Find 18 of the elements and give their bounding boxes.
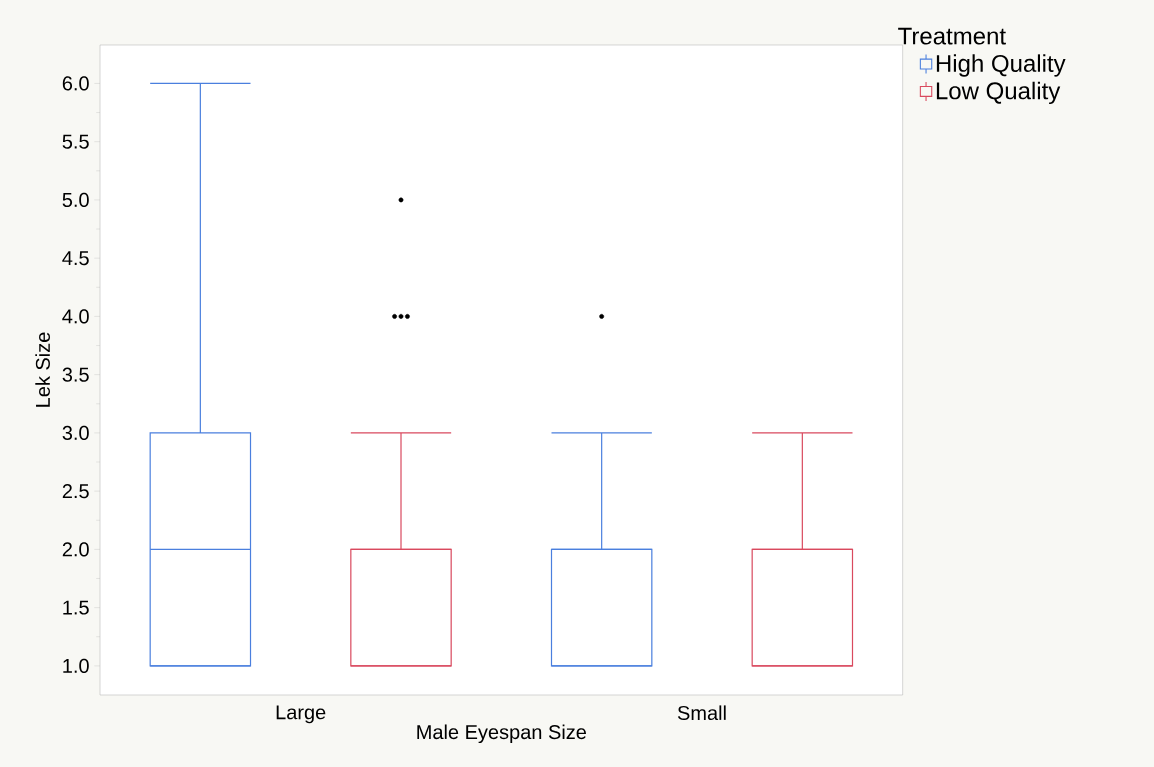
- y-tick-label: 1.0: [63, 658, 89, 673]
- x-axis-title: Male Eyespan Size: [417, 724, 586, 744]
- y-tick-label: 2.5: [62, 484, 89, 499]
- x-tick-label: Small: [677, 705, 726, 721]
- y-tick-label: 3.5: [62, 367, 89, 382]
- y-tick-label: 5.5: [62, 134, 89, 149]
- y-axis-title: Lek Size: [35, 332, 50, 407]
- y-tick-label: 5.0: [62, 192, 89, 207]
- legend-label: High Quality: [936, 54, 1066, 77]
- y-tick-label: 6.0: [62, 76, 89, 91]
- y-tick-label: 4.5: [62, 251, 89, 266]
- y-tick-label: 4.0: [62, 309, 89, 324]
- legend-label: Low Quality: [936, 81, 1061, 105]
- y-tick-label: 3.0: [62, 425, 89, 440]
- legend-title: Treatment: [898, 27, 1006, 45]
- y-tick-label: 2.0: [62, 542, 89, 557]
- y-tick-label: 1.5: [63, 600, 89, 615]
- x-tick-label: Large: [276, 705, 326, 724]
